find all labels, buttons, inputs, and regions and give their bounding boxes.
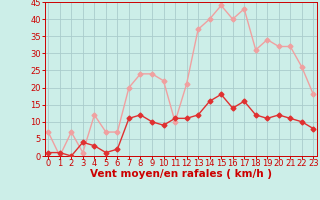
X-axis label: Vent moyen/en rafales ( km/h ): Vent moyen/en rafales ( km/h ) — [90, 169, 272, 179]
